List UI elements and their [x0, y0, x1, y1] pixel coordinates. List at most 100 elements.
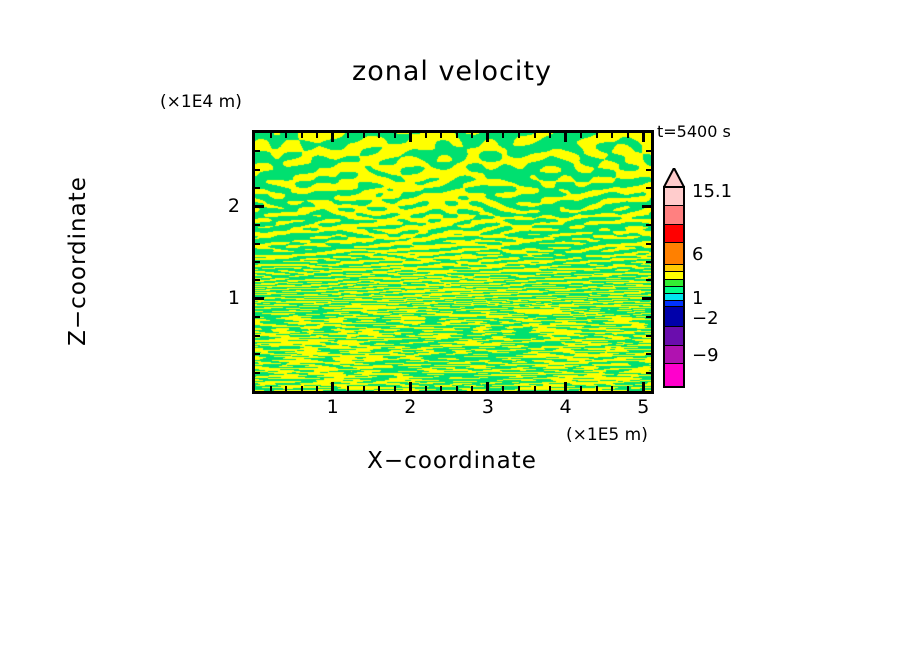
tick-mark — [580, 386, 583, 391]
tick-mark — [486, 382, 490, 391]
y-tick-label: 2 — [227, 194, 240, 217]
tick-mark — [471, 133, 474, 138]
tick-mark — [255, 334, 260, 337]
colorbar-tick-label: −9 — [692, 344, 719, 366]
tick-mark — [255, 242, 260, 245]
y-axis-unit-label: (×1E4 m) — [160, 92, 242, 112]
tick-mark — [255, 205, 264, 209]
tick-mark — [502, 386, 505, 391]
tick-mark — [518, 386, 520, 391]
tick-mark — [455, 133, 458, 138]
tick-mark — [331, 382, 335, 391]
tick-mark — [595, 133, 598, 138]
colorbar-band — [665, 279, 683, 288]
colorbar-tick-label: 6 — [692, 243, 704, 265]
tick-mark — [455, 386, 458, 391]
tick-mark — [626, 133, 629, 138]
tick-mark — [300, 386, 303, 391]
tick-mark — [595, 386, 598, 391]
tick-mark — [533, 386, 536, 391]
tick-mark — [255, 279, 260, 282]
tick-mark — [285, 133, 288, 138]
tick-mark — [269, 386, 272, 391]
tick-mark — [269, 133, 272, 138]
tick-mark — [641, 382, 645, 391]
colorbar-tick-label: 1 — [692, 288, 704, 310]
tick-mark — [564, 133, 568, 142]
tick-mark — [646, 279, 651, 282]
tick-mark — [378, 133, 381, 138]
tick-mark — [255, 316, 260, 319]
tick-mark — [393, 133, 396, 138]
tick-mark — [646, 187, 651, 190]
tick-mark — [646, 371, 651, 374]
tick-mark — [316, 133, 319, 138]
tick-mark — [549, 133, 552, 138]
tick-mark — [347, 386, 350, 391]
tick-mark — [646, 353, 651, 356]
tick-mark — [502, 133, 505, 138]
tick-mark — [580, 133, 583, 138]
tick-mark — [255, 261, 260, 263]
tick-mark — [255, 168, 260, 171]
colorbar-band — [665, 327, 683, 346]
tick-mark — [378, 386, 381, 391]
colorbar-overflow-arrow — [663, 168, 685, 188]
tick-mark — [347, 133, 350, 138]
tick-mark — [316, 386, 319, 391]
tick-mark — [626, 386, 629, 391]
colorbar-band — [665, 364, 683, 386]
colorbar-band — [665, 345, 683, 365]
tick-mark — [646, 242, 651, 245]
colorbar-band — [665, 264, 683, 273]
tick-mark — [486, 133, 490, 142]
tick-mark — [255, 297, 264, 301]
contour-field — [255, 133, 651, 391]
y-tick-label: 1 — [227, 286, 240, 309]
tick-mark — [362, 133, 365, 138]
tick-mark — [255, 371, 260, 374]
tick-mark — [646, 168, 651, 171]
tick-mark — [331, 133, 335, 142]
colorbar — [663, 186, 685, 388]
colorbar-band — [665, 206, 683, 225]
colorbar-band — [665, 243, 683, 265]
tick-mark — [424, 133, 427, 138]
tick-mark — [564, 382, 568, 391]
x-tick-label: 5 — [637, 396, 650, 418]
tick-mark — [285, 386, 288, 391]
tick-mark — [646, 334, 651, 337]
colorbar-band — [665, 300, 683, 308]
tick-mark — [646, 150, 651, 153]
time-annotation: t=5400 s — [657, 122, 731, 141]
colorbar-band — [665, 188, 683, 207]
tick-mark — [646, 261, 651, 263]
x-tick-label: 3 — [481, 396, 494, 418]
tick-mark — [255, 353, 260, 356]
tick-mark — [611, 386, 614, 391]
tick-mark — [393, 386, 396, 391]
tick-mark — [518, 133, 520, 138]
x-axis-title: X−coordinate — [367, 448, 537, 474]
x-tick-label: 4 — [559, 396, 572, 418]
tick-mark — [408, 382, 412, 391]
tick-mark — [646, 224, 651, 227]
tick-mark — [440, 133, 443, 138]
tick-mark — [408, 133, 412, 142]
tick-mark — [471, 386, 474, 391]
tick-mark — [300, 133, 303, 138]
colorbar-tick-label: 15.1 — [692, 181, 733, 203]
tick-mark — [611, 133, 614, 138]
y-axis-title: Z−coordinate — [65, 176, 91, 346]
tick-mark — [642, 205, 651, 209]
x-tick-label: 2 — [404, 396, 417, 418]
colorbar-band — [665, 272, 683, 280]
tick-mark — [641, 133, 645, 142]
x-axis-unit-label: (×1E5 m) — [566, 425, 648, 445]
x-tick-label: 1 — [326, 396, 339, 418]
colorbar-band — [665, 224, 683, 244]
tick-mark — [362, 386, 365, 391]
tick-mark — [533, 133, 536, 138]
tick-mark — [549, 386, 552, 391]
tick-mark — [255, 187, 260, 190]
